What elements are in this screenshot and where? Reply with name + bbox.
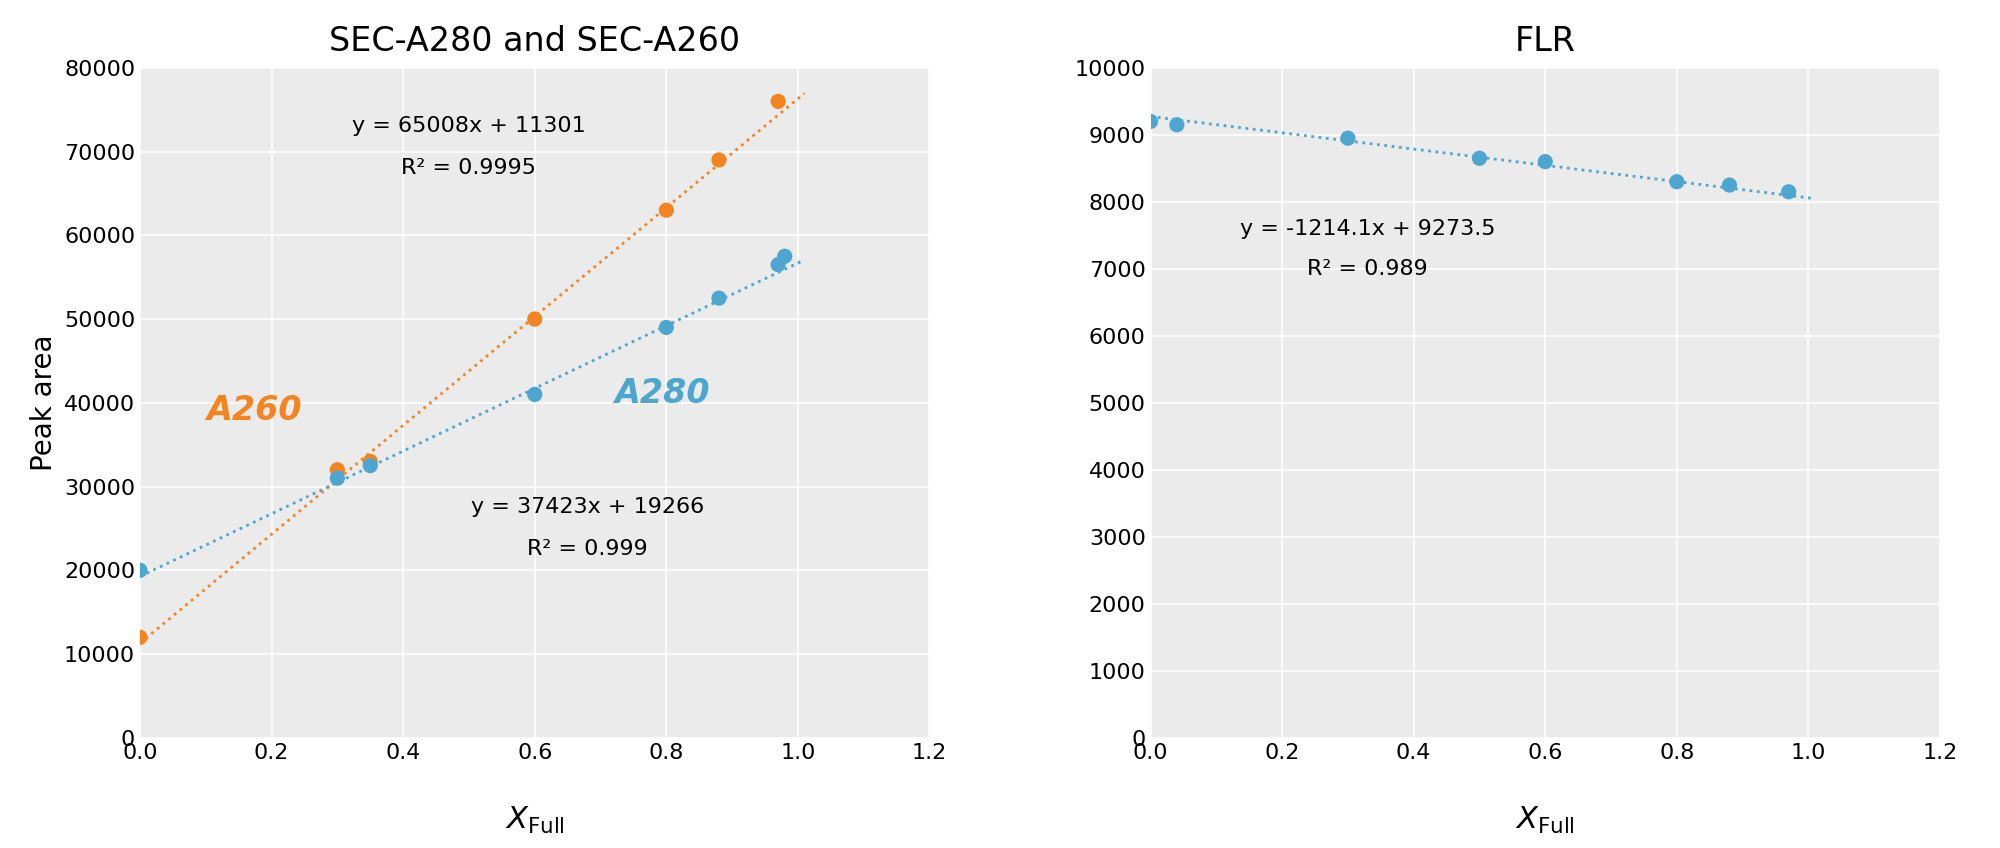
Point (322, 463, 354, 477)
Point (354, 459, 386, 472)
Title: SEC-A280 and SEC-A260: SEC-A280 and SEC-A260 (330, 25, 740, 59)
Point (650, 321, 682, 334)
Text: y = -1214.1x + 9273.5: y = -1214.1x + 9273.5 (1240, 219, 1496, 238)
Text: $X_{\mathrm{Full}}$: $X_{\mathrm{Full}}$ (504, 805, 564, 836)
Text: y = 37423x + 19266: y = 37423x + 19266 (470, 498, 704, 517)
Text: $X_{\mathrm{Full}}$: $X_{\mathrm{Full}}$ (1516, 805, 1576, 836)
Point (124, 631, 156, 644)
Point (518, 388, 550, 401)
Y-axis label: Peak area: Peak area (30, 335, 58, 471)
Point (1160, 118, 1192, 131)
Point (1530, 155, 1562, 169)
Point (1134, 114, 1166, 128)
Point (1714, 178, 1746, 192)
Point (1660, 175, 1692, 188)
Text: R² = 0.9995: R² = 0.9995 (402, 159, 536, 178)
Point (702, 153, 734, 167)
Text: A260: A260 (206, 393, 302, 427)
Point (762, 94, 794, 108)
Text: R² = 0.989: R² = 0.989 (1308, 259, 1428, 279)
Point (702, 292, 734, 305)
Point (518, 312, 550, 326)
Point (322, 471, 354, 485)
Text: R² = 0.999: R² = 0.999 (526, 539, 648, 560)
Point (1332, 131, 1364, 145)
Point (1464, 152, 1496, 165)
Text: A280: A280 (614, 377, 710, 410)
Point (768, 249, 800, 263)
Point (1772, 185, 1804, 198)
Point (354, 455, 386, 468)
Point (124, 563, 156, 577)
Text: y = 65008x + 11301: y = 65008x + 11301 (352, 116, 586, 137)
Point (650, 204, 682, 217)
Title: FLR: FLR (1514, 25, 1576, 59)
Point (762, 258, 794, 271)
